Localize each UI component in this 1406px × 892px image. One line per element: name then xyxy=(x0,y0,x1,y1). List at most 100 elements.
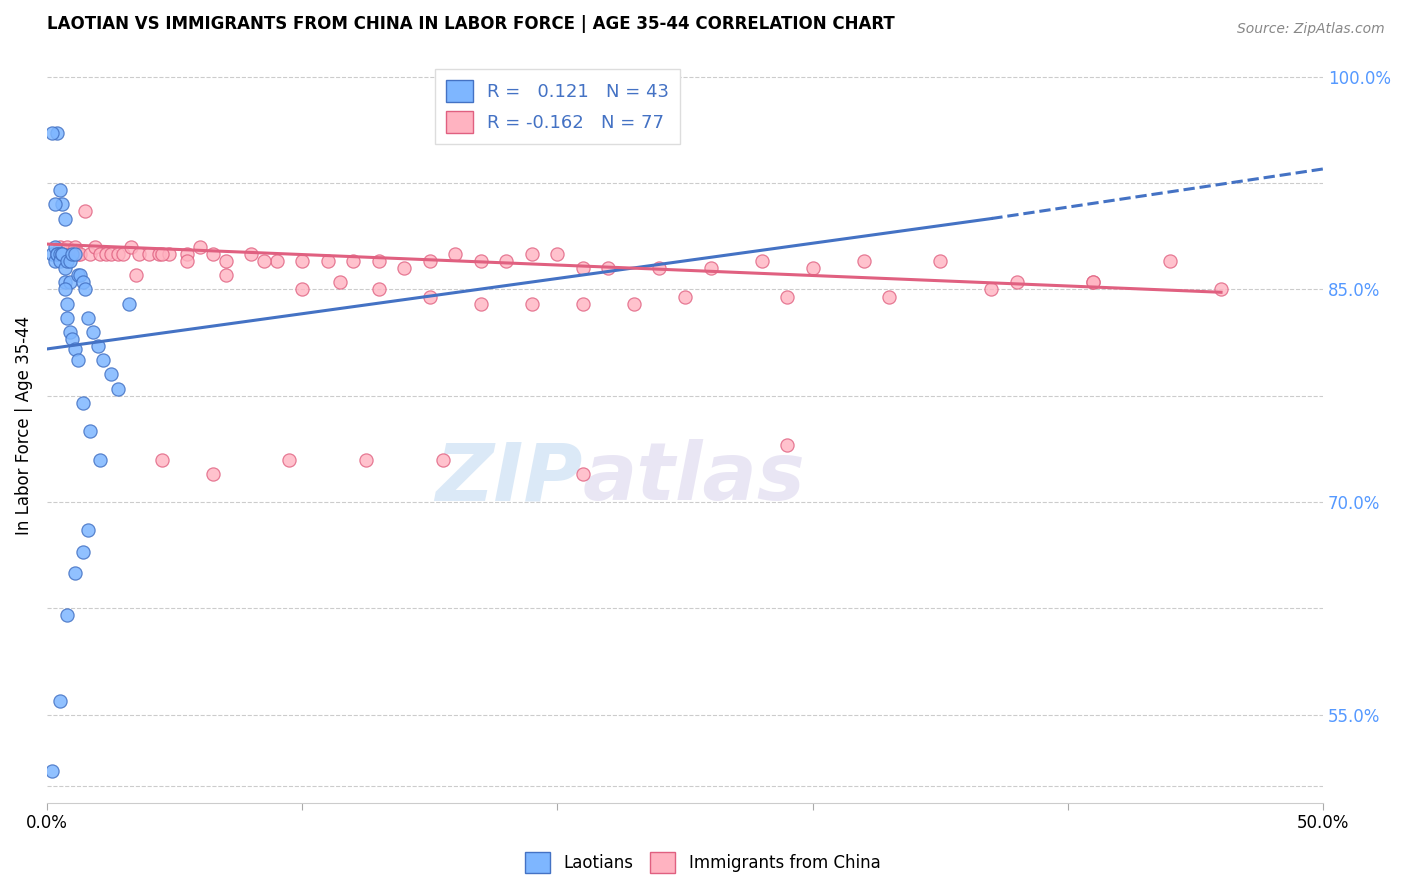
Point xyxy=(53,211,76,226)
Point xyxy=(214,254,236,268)
Point xyxy=(278,452,301,467)
Point xyxy=(48,693,70,707)
Point xyxy=(253,254,276,268)
Point xyxy=(980,282,1002,296)
Point xyxy=(79,424,101,438)
Point xyxy=(751,254,773,268)
Point xyxy=(572,261,595,276)
Point xyxy=(112,247,135,261)
Point xyxy=(150,452,173,467)
Point xyxy=(138,247,160,261)
Point xyxy=(72,396,94,410)
Point xyxy=(329,276,352,290)
Point xyxy=(444,247,467,261)
Point xyxy=(354,452,377,467)
Point xyxy=(623,296,645,310)
Point xyxy=(201,467,224,481)
Point xyxy=(107,382,129,396)
Point xyxy=(56,254,79,268)
Point xyxy=(240,247,263,261)
Point xyxy=(87,339,110,353)
Point xyxy=(776,438,799,452)
Point xyxy=(1005,276,1028,290)
Point xyxy=(316,254,339,268)
Point xyxy=(150,247,173,261)
Point xyxy=(56,608,79,623)
Point xyxy=(520,296,543,310)
Point xyxy=(41,247,63,261)
Point xyxy=(84,240,107,254)
Point xyxy=(201,247,224,261)
Point xyxy=(46,247,69,261)
Point xyxy=(66,268,89,283)
Point xyxy=(63,342,86,356)
Point xyxy=(214,268,236,283)
Point xyxy=(56,240,79,254)
Point xyxy=(51,247,73,261)
Point xyxy=(89,452,111,467)
Point xyxy=(46,127,69,141)
Point xyxy=(63,240,86,254)
Point xyxy=(56,310,79,325)
Point xyxy=(1083,276,1105,290)
Point xyxy=(342,254,364,268)
Point xyxy=(59,276,82,290)
Point xyxy=(128,247,150,261)
Point xyxy=(598,261,620,276)
Point xyxy=(648,261,671,276)
Point xyxy=(394,261,416,276)
Point xyxy=(125,268,148,283)
Point xyxy=(673,289,696,303)
Point xyxy=(495,254,517,268)
Point xyxy=(100,368,122,382)
Point xyxy=(53,282,76,296)
Point xyxy=(41,764,63,779)
Text: Source: ZipAtlas.com: Source: ZipAtlas.com xyxy=(1237,22,1385,37)
Point xyxy=(470,296,492,310)
Point xyxy=(76,524,98,538)
Point xyxy=(69,268,91,283)
Point xyxy=(76,310,98,325)
Point xyxy=(48,240,70,254)
Point xyxy=(72,544,94,558)
Point xyxy=(266,254,288,268)
Point xyxy=(188,240,211,254)
Y-axis label: In Labor Force | Age 35-44: In Labor Force | Age 35-44 xyxy=(15,316,32,535)
Point xyxy=(44,240,66,254)
Point xyxy=(572,296,595,310)
Point xyxy=(82,325,104,339)
Legend: R =   0.121   N = 43, R = -0.162   N = 77: R = 0.121 N = 43, R = -0.162 N = 77 xyxy=(434,69,681,144)
Point xyxy=(367,282,389,296)
Point xyxy=(53,247,76,261)
Point xyxy=(62,247,84,261)
Point xyxy=(69,247,91,261)
Point xyxy=(1083,276,1105,290)
Text: LAOTIAN VS IMMIGRANTS FROM CHINA IN LABOR FORCE | AGE 35-44 CORRELATION CHART: LAOTIAN VS IMMIGRANTS FROM CHINA IN LABO… xyxy=(46,15,894,33)
Point xyxy=(148,247,170,261)
Point xyxy=(62,332,84,346)
Point xyxy=(66,247,89,261)
Point xyxy=(48,247,70,261)
Point xyxy=(75,282,97,296)
Point xyxy=(367,254,389,268)
Point xyxy=(877,289,900,303)
Point xyxy=(59,325,82,339)
Point xyxy=(59,247,82,261)
Point xyxy=(291,254,314,268)
Point xyxy=(100,247,122,261)
Point xyxy=(94,247,117,261)
Point xyxy=(44,197,66,211)
Point xyxy=(929,254,952,268)
Point xyxy=(176,254,198,268)
Point xyxy=(1159,254,1181,268)
Point xyxy=(157,247,180,261)
Point xyxy=(572,467,595,481)
Legend: Laotians, Immigrants from China: Laotians, Immigrants from China xyxy=(519,846,887,880)
Point xyxy=(91,353,114,368)
Point xyxy=(432,452,454,467)
Point xyxy=(801,261,824,276)
Point xyxy=(120,240,142,254)
Point xyxy=(520,247,543,261)
Text: ZIP: ZIP xyxy=(436,439,583,517)
Point xyxy=(470,254,492,268)
